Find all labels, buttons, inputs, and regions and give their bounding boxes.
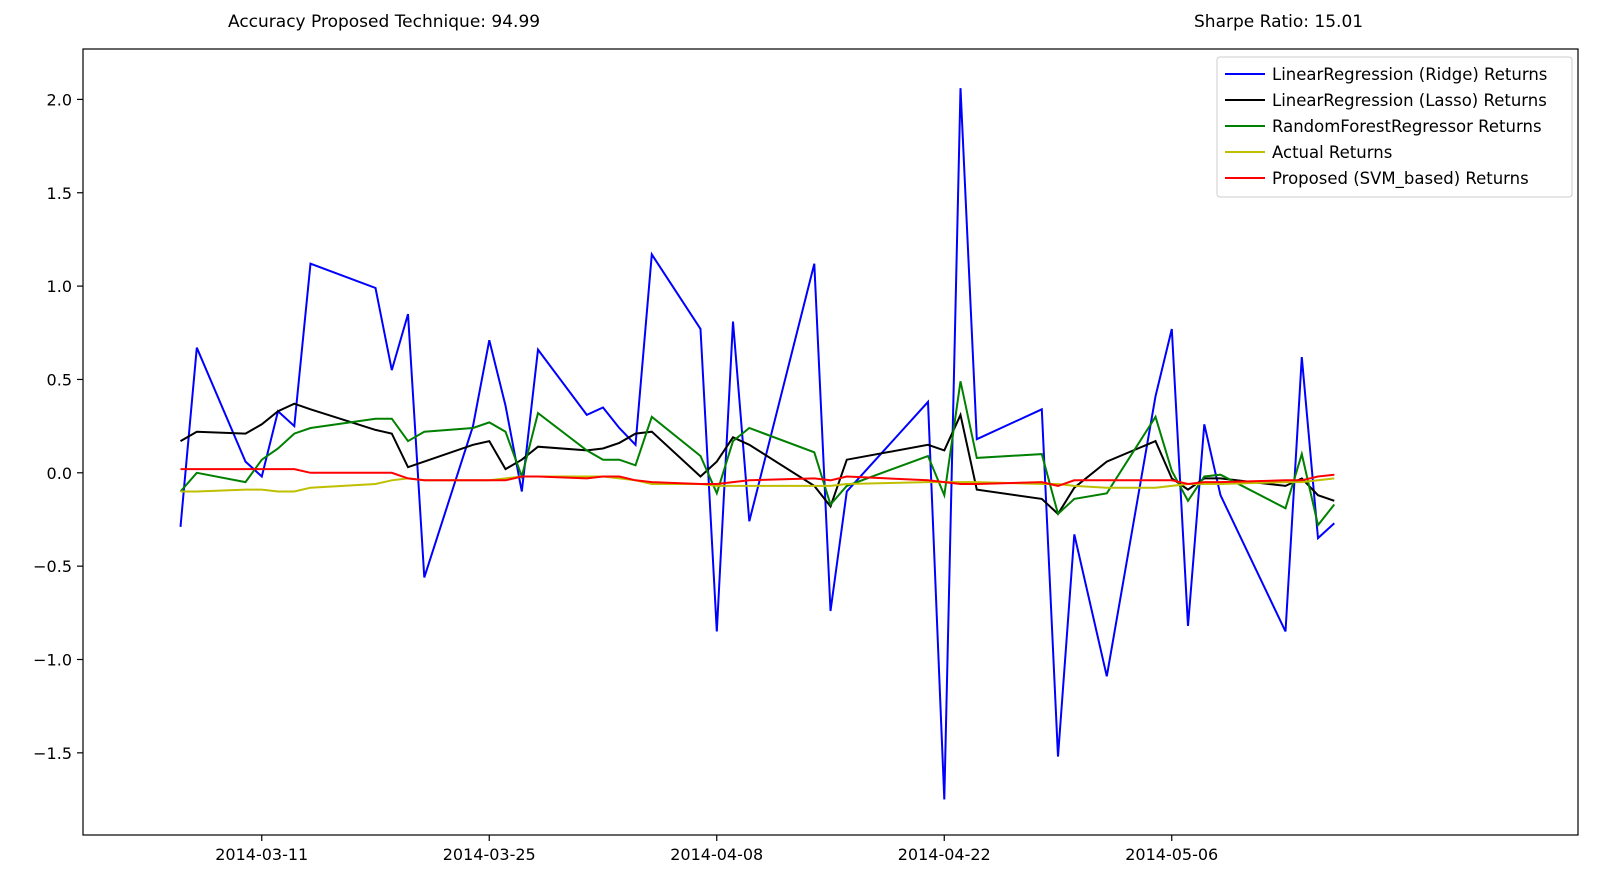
x-tick-label: 2014-04-22 (898, 845, 991, 864)
y-tick-label: 0.5 (47, 370, 72, 389)
series-line-5 (180, 468, 1335, 487)
series-layer (179, 88, 1336, 800)
x-tick-label: 2014-04-08 (670, 845, 763, 864)
y-tick-label: 1.5 (47, 184, 72, 203)
accuracy-label: Accuracy Proposed Technique: 94.99 (228, 12, 541, 32)
y-tick-label: −1.0 (33, 651, 72, 670)
x-tick-label: 2014-03-25 (443, 845, 536, 864)
y-tick-label: 0.0 (47, 464, 72, 483)
series-line-4 (180, 475, 1335, 493)
y-axis: −1.5 −1.0 −0.5 0.0 0.5 1.0 1.5 2.0 (33, 90, 83, 763)
legend-box (1216, 56, 1573, 198)
plot-area-frame (82, 48, 1579, 836)
legend-label: LinearRegression (Lasso) Returns (1272, 91, 1547, 110)
x-tick-label: 2014-03-11 (215, 845, 308, 864)
y-tick-label: −0.5 (33, 557, 72, 576)
x-tick-label: 2014-05-06 (1125, 845, 1218, 864)
sharpe-ratio-label: Sharpe Ratio: 15.01 (1194, 12, 1364, 32)
series-line-1 (179, 88, 1335, 800)
legend-label: Proposed (SVM_based) Returns (1272, 169, 1529, 189)
x-axis: 2014-03-11 2014-03-25 2014-04-08 2014-04-22… (215, 835, 1218, 864)
y-tick-label: 1.0 (47, 277, 72, 296)
series-line-3 (179, 381, 1336, 528)
legend: LinearRegression (Ridge) Returns LinearRe… (1216, 56, 1573, 198)
series-line-2 (180, 402, 1335, 516)
y-tick-label: 2.0 (47, 90, 72, 109)
legend-label: RandomForestRegressor Returns (1272, 117, 1542, 136)
y-tick-label: −1.5 (33, 744, 72, 763)
legend-label: Actual Returns (1272, 143, 1392, 162)
legend-label: LinearRegression (Ridge) Returns (1272, 65, 1547, 84)
